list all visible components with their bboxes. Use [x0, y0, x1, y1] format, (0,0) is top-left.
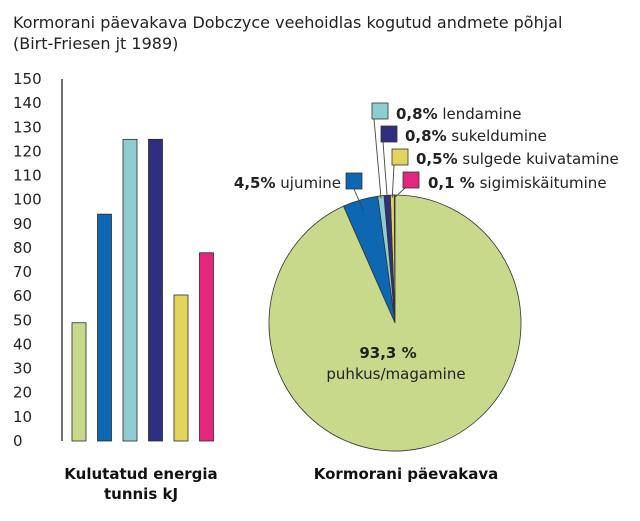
chart-title: Kormorani päevakava Dobczyce veehoidlas …: [13, 12, 623, 54]
pie-slice-puhkus-magamine: [268, 194, 522, 452]
y-tick-label-70: 70: [13, 263, 32, 281]
legend-value-ujumine: 4,5%: [234, 174, 276, 192]
y-tick-label-20: 20: [13, 384, 32, 402]
y-tick-label-150: 150: [13, 70, 42, 88]
legend-name-sukeldumine: sukeldumine: [447, 127, 547, 145]
y-tick-label-40: 40: [13, 335, 32, 353]
legend-label-sulgede-kuivatamine: 0,5% sulgede kuivatamine: [416, 150, 619, 168]
leader-line-sukeldumine: [382, 141, 388, 198]
bars: [71, 138, 214, 442]
chart-title-line-2: (Birt-Friesen jt 1989): [13, 34, 179, 53]
pie-slices: 93,3 % puhkus/magamine: [268, 194, 522, 452]
bar-lendamine: [122, 138, 138, 442]
leader-line-lendamine: [373, 118, 382, 199]
bar-chart: 0 10 20 30 40 50 60 70 80 90 100 110 120 130 140 150 Ku…: [13, 70, 218, 503]
y-tick-label-0: 0: [13, 432, 23, 450]
legend-swatch-sulgede-kuivatamine: [391, 148, 409, 166]
legend-label-lendamine: 0,8% lendamine: [396, 105, 522, 123]
bar-xlabel-line-2: tunnis kJ: [104, 485, 178, 503]
legend-name-sigimiskäitumine: sigimiskäitumine: [475, 174, 607, 192]
legend-swatch-sigimiskäitumine: [402, 171, 420, 189]
legend-swatch-ujumine: [345, 172, 363, 190]
pie-chart: 93,3 %puhkus/magamine 0,8% lendamine0,8%…: [234, 102, 619, 483]
y-tick-label-110: 110: [13, 167, 42, 185]
bar-sukeldumine: [148, 138, 163, 442]
legend-swatch-sukeldumine: [380, 125, 398, 143]
y-tick-label-30: 30: [13, 360, 32, 378]
legend-name-lendamine: lendamine: [438, 105, 522, 123]
y-tick-label-80: 80: [13, 239, 32, 257]
leader-line-ujumine: [353, 188, 364, 210]
pie-leader-lines: [353, 118, 406, 210]
legend-value-sukeldumine: 0,8%: [405, 127, 447, 145]
y-tick-label-140: 140: [13, 94, 42, 112]
pie-label-value-puhkus: 93,3 %: [359, 344, 416, 362]
bar-ujumine: [97, 213, 112, 442]
legend-value-sigimiskäitumine: 0,1 %: [428, 174, 475, 192]
legend-label-sukeldumine: 0,8% sukeldumine: [405, 127, 547, 145]
y-tick-label-130: 130: [13, 118, 42, 136]
bar-sulgede-kuivatamine: [173, 294, 189, 442]
pie-label-name-puhkus: puhkus/magamine: [326, 365, 465, 383]
legend-name-ujumine: ujumine: [276, 174, 341, 192]
legend-value-sulgede-kuivatamine: 0,5%: [416, 150, 458, 168]
y-tick-labels: 0 10 20 30 40 50 60 70 80 90 100 110 120 130 140 150: [13, 70, 42, 450]
leader-line-sulgede-kuivatamine: [391, 164, 395, 198]
leader-line-sigimiskäitumine: [394, 187, 406, 198]
legend-label-sigimiskäitumine: 0,1 % sigimiskäitumine: [428, 174, 607, 192]
pie-xlabel: Kormorani päevakava: [314, 465, 499, 483]
bar-puhkus-magamine: [71, 322, 87, 442]
legend-name-sulgede-kuivatamine: sulgede kuivatamine: [458, 150, 619, 168]
y-tick-label-90: 90: [13, 215, 32, 233]
legend-label-ujumine: 4,5% ujumine: [234, 174, 341, 192]
legend-value-lendamine: 0,8%: [396, 105, 438, 123]
y-tick-label-50: 50: [13, 311, 32, 329]
y-tick-label-10: 10: [13, 408, 32, 426]
y-tick-label-120: 120: [13, 142, 42, 160]
y-tick-label-100: 100: [13, 191, 42, 209]
bar-xlabel-line-1: Kulutatud energia: [64, 465, 217, 483]
legend-swatch-lendamine: [371, 102, 389, 120]
chart-title-line-1: Kormorani päevakava Dobczyce veehoidlas …: [13, 13, 563, 32]
bar-sigimiskäitumine: [199, 252, 214, 442]
y-tick-label-60: 60: [13, 287, 32, 305]
